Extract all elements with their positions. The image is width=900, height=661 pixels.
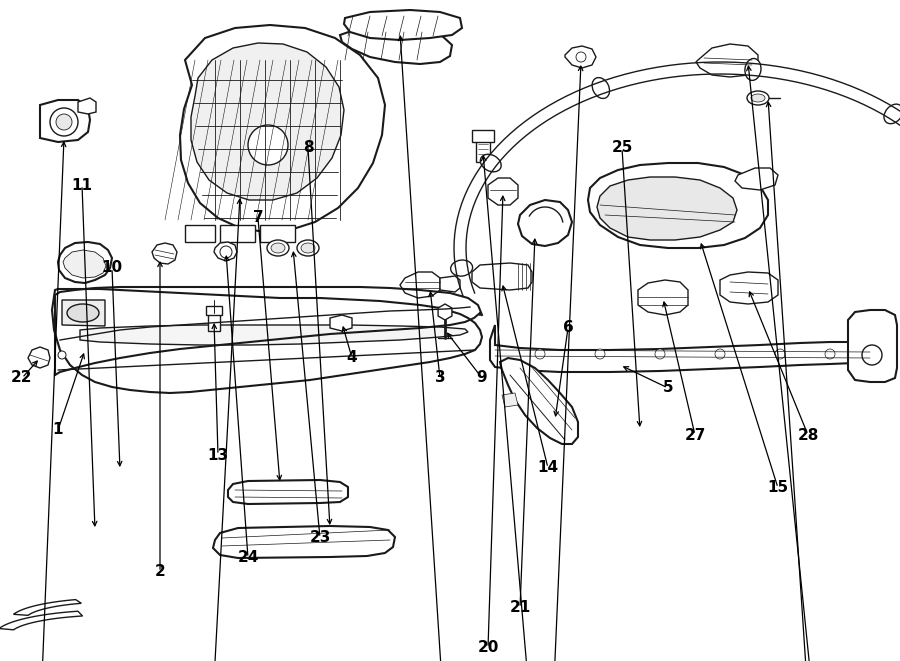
Polygon shape [502, 393, 518, 407]
Ellipse shape [745, 58, 761, 81]
Polygon shape [848, 310, 897, 382]
Circle shape [58, 351, 66, 359]
Circle shape [862, 345, 882, 365]
Text: 5: 5 [662, 381, 673, 395]
Text: 1: 1 [53, 422, 63, 438]
Bar [208, 313, 220, 331]
Ellipse shape [747, 91, 769, 105]
Text: 10: 10 [102, 260, 122, 276]
Polygon shape [58, 242, 112, 283]
Ellipse shape [481, 154, 501, 172]
Ellipse shape [267, 240, 289, 256]
Ellipse shape [592, 77, 609, 98]
Polygon shape [330, 315, 352, 331]
Polygon shape [344, 10, 462, 40]
Text: 27: 27 [684, 428, 706, 442]
Text: 23: 23 [310, 531, 330, 545]
Polygon shape [14, 600, 81, 615]
Polygon shape [696, 44, 758, 77]
Text: 20: 20 [477, 641, 499, 656]
Polygon shape [0, 611, 83, 630]
Ellipse shape [301, 243, 315, 253]
Circle shape [535, 349, 545, 359]
Bar [206, 306, 222, 315]
Polygon shape [500, 358, 578, 444]
Text: 2: 2 [155, 564, 166, 580]
Circle shape [595, 349, 605, 359]
Polygon shape [720, 272, 778, 304]
Polygon shape [52, 289, 482, 393]
Ellipse shape [271, 243, 285, 253]
Circle shape [655, 349, 665, 359]
Polygon shape [597, 177, 737, 240]
Text: 22: 22 [11, 371, 32, 385]
Ellipse shape [751, 94, 765, 102]
Polygon shape [220, 225, 255, 242]
Text: 21: 21 [509, 600, 531, 615]
Polygon shape [213, 526, 395, 558]
Bar [476, 140, 490, 162]
Polygon shape [80, 325, 468, 345]
Polygon shape [180, 25, 385, 232]
Circle shape [248, 125, 288, 165]
Text: 8: 8 [302, 141, 313, 155]
Bar [472, 130, 494, 142]
Text: 24: 24 [238, 551, 258, 566]
Circle shape [56, 114, 72, 130]
Polygon shape [28, 347, 50, 368]
Polygon shape [40, 100, 90, 142]
Circle shape [220, 246, 232, 258]
Text: 14: 14 [537, 461, 559, 475]
Polygon shape [488, 178, 518, 205]
Polygon shape [588, 163, 768, 248]
Polygon shape [62, 300, 105, 326]
Ellipse shape [67, 304, 99, 322]
Polygon shape [638, 280, 688, 315]
Circle shape [715, 349, 725, 359]
Polygon shape [78, 98, 96, 114]
Text: 13: 13 [207, 447, 229, 463]
Polygon shape [214, 242, 237, 261]
Text: 6: 6 [562, 321, 573, 336]
Polygon shape [735, 168, 778, 190]
Circle shape [50, 108, 78, 136]
Polygon shape [185, 225, 215, 242]
Polygon shape [440, 276, 460, 292]
Ellipse shape [884, 104, 900, 124]
Polygon shape [400, 272, 440, 298]
Polygon shape [565, 46, 596, 68]
Circle shape [775, 349, 785, 359]
Text: 15: 15 [768, 481, 788, 496]
Polygon shape [63, 250, 106, 278]
Text: 11: 11 [71, 178, 93, 192]
Polygon shape [472, 263, 532, 290]
Ellipse shape [297, 240, 319, 256]
Text: 9: 9 [477, 371, 487, 385]
Text: 4: 4 [346, 350, 357, 366]
Polygon shape [260, 225, 295, 242]
Polygon shape [228, 480, 348, 504]
Text: 28: 28 [797, 428, 819, 442]
Ellipse shape [451, 260, 472, 276]
Polygon shape [518, 200, 572, 246]
Polygon shape [191, 43, 344, 200]
Text: 7: 7 [253, 210, 264, 225]
Text: 3: 3 [435, 371, 446, 385]
Circle shape [576, 52, 586, 62]
Text: 25: 25 [611, 141, 633, 155]
Polygon shape [340, 25, 452, 64]
Circle shape [825, 349, 835, 359]
Polygon shape [152, 243, 177, 264]
Polygon shape [490, 325, 870, 372]
